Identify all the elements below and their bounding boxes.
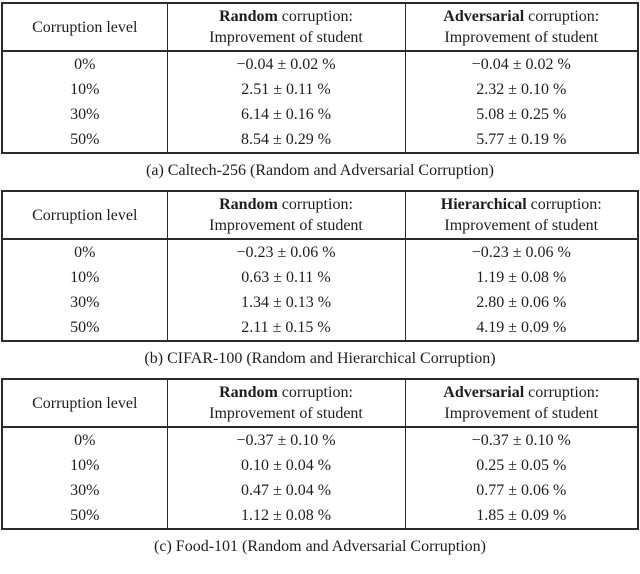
- corruption-level-header: Corruption level: [1, 3, 168, 52]
- table-block-cifar100: Corruption level Random corruption: Impr…: [0, 190, 640, 369]
- corruption-level-label: Corruption level: [32, 394, 138, 412]
- corruption-level-label: Corruption level: [32, 18, 138, 36]
- corruption-level-cell: 30%: [1, 290, 168, 315]
- corruption-level-cell: 50%: [1, 127, 168, 153]
- table-row: 30% 1.34 ± 0.13 % 2.80 ± 0.06 %: [1, 290, 639, 315]
- adversarial-value-cell: 0.77 ± 0.06 %: [404, 478, 639, 503]
- adversarial-value-cell: 1.85 ± 0.09 %: [404, 503, 639, 529]
- table-row: 50% 1.12 ± 0.08 % 1.85 ± 0.09 %: [1, 503, 639, 529]
- random-value-cell: −0.37 ± 0.10 %: [166, 427, 406, 453]
- random-corruption-header: Random corruption: Improvement of studen…: [166, 191, 406, 240]
- hierarchical-corruption-title: Hierarchical corruption:: [410, 194, 634, 215]
- adversarial-value-cell: 5.08 ± 0.25 %: [404, 102, 639, 127]
- adversarial-value-cell: 2.32 ± 0.10 %: [404, 77, 639, 102]
- adversarial-corruption-header: Adversarial corruption: Improvement of s…: [404, 379, 639, 428]
- random-bold-word: Random: [219, 8, 278, 25]
- table-caption-a: (a) Caltech-256 (Random and Adversarial …: [146, 162, 494, 179]
- hierarchical-corruption-header: Hierarchical corruption: Improvement of …: [404, 191, 639, 240]
- random-corruption-header: Random corruption: Improvement of studen…: [166, 3, 406, 52]
- random-value-cell: 0.47 ± 0.04 %: [166, 478, 406, 503]
- random-value-cell: 0.63 ± 0.11 %: [166, 265, 406, 290]
- adversarial-corruption-title: Adversarial corruption:: [410, 382, 634, 403]
- random-value-cell: 6.14 ± 0.16 %: [166, 102, 406, 127]
- corruption-word: corruption:: [524, 8, 600, 25]
- random-value-cell: 1.12 ± 0.08 %: [166, 503, 406, 529]
- corruption-level-cell: 10%: [1, 453, 168, 478]
- random-corruption-title: Random corruption:: [172, 6, 401, 27]
- hierarchical-value-cell: −0.23 ± 0.06 %: [404, 239, 639, 265]
- adversarial-value-cell: −0.37 ± 0.10 %: [404, 427, 639, 453]
- corruption-level-cell: 30%: [1, 478, 168, 503]
- random-value-cell: 2.11 ± 0.15 %: [166, 315, 406, 341]
- corruption-level-cell: 0%: [1, 239, 168, 265]
- adversarial-value-cell: −0.04 ± 0.02 %: [404, 51, 639, 77]
- adversarial-corruption-title: Adversarial corruption:: [410, 6, 634, 27]
- corruption-level-cell: 30%: [1, 102, 168, 127]
- hierarchical-value-cell: 4.19 ± 0.09 %: [404, 315, 639, 341]
- table-row: 10% 0.63 ± 0.11 % 1.19 ± 0.08 %: [1, 265, 639, 290]
- corruption-word: corruption:: [277, 196, 353, 213]
- adversarial-value-cell: 5.77 ± 0.19 %: [404, 127, 639, 153]
- adversarial-value-cell: 0.25 ± 0.05 %: [404, 453, 639, 478]
- improvement-subtitle: Improvement of student: [444, 405, 599, 422]
- results-table-food101: Corruption level Random corruption: Impr…: [1, 378, 639, 530]
- random-value-cell: −0.04 ± 0.02 %: [166, 51, 406, 77]
- random-bold-word: Random: [219, 196, 278, 213]
- corruption-level-label: Corruption level: [32, 206, 138, 224]
- random-corruption-title: Random corruption:: [172, 194, 401, 215]
- hierarchical-value-cell: 2.80 ± 0.06 %: [404, 290, 639, 315]
- random-value-cell: −0.23 ± 0.06 %: [166, 239, 406, 265]
- table-block-caltech256: Corruption level Random corruption: Impr…: [0, 2, 640, 181]
- corruption-word: corruption:: [524, 384, 600, 401]
- corruption-level-cell: 50%: [1, 315, 168, 341]
- corruption-level-cell: 50%: [1, 503, 168, 529]
- table-row: 10% 0.10 ± 0.04 % 0.25 ± 0.05 %: [1, 453, 639, 478]
- corruption-level-header: Corruption level: [1, 379, 168, 428]
- random-value-cell: 1.34 ± 0.13 %: [166, 290, 406, 315]
- figure-tables: Corruption level Random corruption: Impr…: [0, 2, 640, 557]
- header-row: Corruption level Random corruption: Impr…: [1, 191, 639, 240]
- adversarial-bold-word: Adversarial: [443, 384, 525, 401]
- table-row: 50% 2.11 ± 0.15 % 4.19 ± 0.09 %: [1, 315, 639, 341]
- corruption-word: corruption:: [277, 384, 353, 401]
- improvement-subtitle: Improvement of student: [209, 405, 363, 422]
- adversarial-bold-word: Adversarial: [443, 8, 525, 25]
- header-row: Corruption level Random corruption: Impr…: [1, 3, 639, 52]
- improvement-subtitle: Improvement of student: [444, 217, 599, 234]
- improvement-subtitle: Improvement of student: [444, 29, 599, 46]
- corruption-level-cell: 10%: [1, 77, 168, 102]
- corruption-level-cell: 0%: [1, 51, 168, 77]
- random-corruption-title: Random corruption:: [172, 382, 401, 403]
- corruption-word: corruption:: [277, 8, 353, 25]
- random-bold-word: Random: [219, 384, 278, 401]
- random-value-cell: 0.10 ± 0.04 %: [166, 453, 406, 478]
- corruption-level-header: Corruption level: [1, 191, 168, 240]
- hierarchical-bold-word: Hierarchical: [440, 196, 527, 213]
- random-value-cell: 8.54 ± 0.29 %: [166, 127, 406, 153]
- table-caption-c: (c) Food-101 (Random and Adversarial Cor…: [154, 538, 486, 555]
- corruption-level-cell: 10%: [1, 265, 168, 290]
- hierarchical-value-cell: 1.19 ± 0.08 %: [404, 265, 639, 290]
- table-row: 50% 8.54 ± 0.29 % 5.77 ± 0.19 %: [1, 127, 639, 153]
- table-row: 0% −0.37 ± 0.10 % −0.37 ± 0.10 %: [1, 427, 639, 453]
- results-table-caltech256: Corruption level Random corruption: Impr…: [1, 2, 639, 154]
- table-block-food101: Corruption level Random corruption: Impr…: [0, 378, 640, 557]
- table-row: 30% 0.47 ± 0.04 % 0.77 ± 0.06 %: [1, 478, 639, 503]
- table-caption-b: (b) CIFAR-100 (Random and Hierarchical C…: [144, 350, 496, 367]
- results-table-cifar100: Corruption level Random corruption: Impr…: [1, 190, 639, 342]
- table-row: 10% 2.51 ± 0.11 % 2.32 ± 0.10 %: [1, 77, 639, 102]
- random-corruption-header: Random corruption: Improvement of studen…: [166, 379, 406, 428]
- adversarial-corruption-header: Adversarial corruption: Improvement of s…: [404, 3, 639, 52]
- table-row: 30% 6.14 ± 0.16 % 5.08 ± 0.25 %: [1, 102, 639, 127]
- table-row: 0% −0.04 ± 0.02 % −0.04 ± 0.02 %: [1, 51, 639, 77]
- corruption-level-cell: 0%: [1, 427, 168, 453]
- table-row: 0% −0.23 ± 0.06 % −0.23 ± 0.06 %: [1, 239, 639, 265]
- random-value-cell: 2.51 ± 0.11 %: [166, 77, 406, 102]
- improvement-subtitle: Improvement of student: [209, 217, 363, 234]
- improvement-subtitle: Improvement of student: [209, 29, 363, 46]
- header-row: Corruption level Random corruption: Impr…: [1, 379, 639, 428]
- corruption-word: corruption:: [526, 196, 602, 213]
